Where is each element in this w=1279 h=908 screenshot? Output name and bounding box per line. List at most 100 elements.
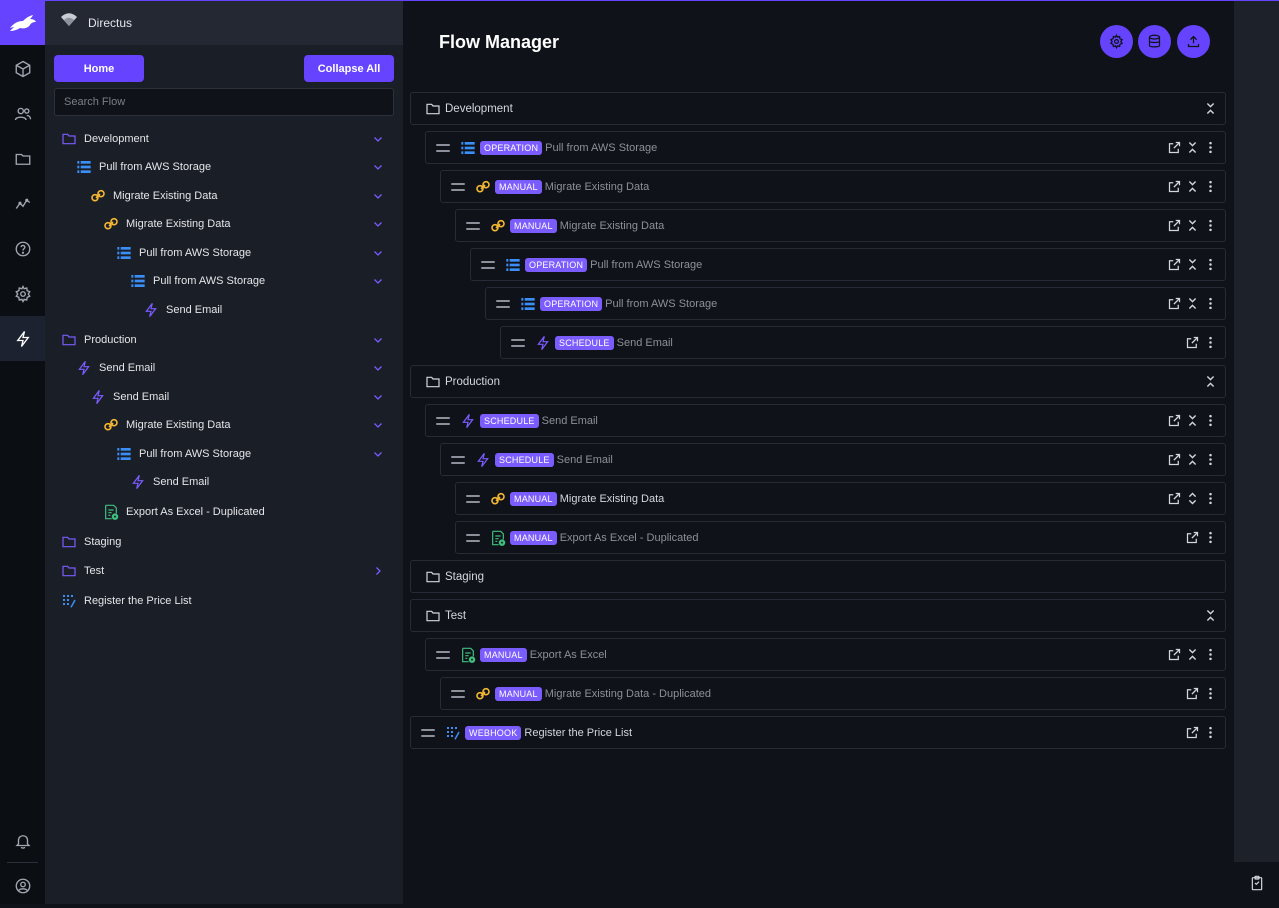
sidebar-item[interactable]: Pull from AWS Storage [130, 269, 265, 293]
chevron-down-icon[interactable] [371, 447, 385, 461]
more-vertical-icon[interactable] [1202, 451, 1218, 467]
project-header[interactable]: Directus [45, 0, 403, 45]
more-vertical-icon[interactable] [1202, 529, 1218, 545]
sidebar-item[interactable]: Migrate Existing Data [103, 212, 231, 236]
open-external-icon[interactable] [1166, 256, 1182, 272]
open-external-icon[interactable] [1166, 139, 1182, 155]
open-external-icon[interactable] [1166, 646, 1182, 662]
open-external-icon[interactable] [1166, 178, 1182, 194]
sidebar-item[interactable]: Register the Price List [61, 589, 192, 613]
collapse-icon[interactable] [1184, 256, 1200, 272]
chevron-down-icon[interactable] [371, 189, 385, 203]
sidebar-item[interactable]: Send Email [143, 298, 222, 322]
collapse-icon[interactable] [1184, 139, 1200, 155]
open-external-icon[interactable] [1166, 217, 1182, 233]
chevron-down-icon[interactable] [371, 390, 385, 404]
flow-row[interactable]: WEBHOOK Register the Price List [410, 716, 1226, 749]
more-vertical-icon[interactable] [1202, 685, 1218, 701]
sidebar-item[interactable]: Test [61, 559, 104, 583]
drag-handle-icon[interactable] [451, 455, 465, 464]
chevron-down-icon[interactable] [371, 217, 385, 231]
database-button[interactable] [1138, 25, 1171, 58]
collapse-icon[interactable] [1184, 412, 1200, 428]
cube-icon[interactable] [0, 46, 45, 91]
open-external-icon[interactable] [1184, 724, 1200, 740]
account-icon[interactable] [0, 863, 45, 908]
sidebar-item[interactable]: Staging [61, 530, 121, 554]
folder-row[interactable]: Production [410, 365, 1226, 398]
drag-handle-icon[interactable] [511, 338, 525, 347]
flow-row[interactable]: MANUAL Export As Excel - Duplicated [455, 521, 1226, 554]
collapse-icon[interactable] [1202, 373, 1218, 389]
insights-icon[interactable] [0, 181, 45, 226]
sidebar-item[interactable]: Pull from AWS Storage [116, 241, 251, 265]
flow-row[interactable]: MANUAL Migrate Existing Data - Duplicated [440, 677, 1226, 710]
drag-handle-icon[interactable] [436, 143, 450, 152]
folder-row[interactable]: Test [410, 599, 1226, 632]
flow-row[interactable]: OPERATION Pull from AWS Storage [425, 131, 1226, 164]
upload-button[interactable] [1177, 25, 1210, 58]
collapse-icon[interactable] [1202, 100, 1218, 116]
sidebar-item[interactable]: Send Email [130, 470, 209, 494]
folder-icon[interactable] [0, 136, 45, 181]
drag-handle-icon[interactable] [451, 689, 465, 698]
drag-handle-icon[interactable] [496, 299, 510, 308]
collapse-icon[interactable] [1184, 646, 1200, 662]
chevron-down-icon[interactable] [371, 274, 385, 288]
more-vertical-icon[interactable] [1202, 724, 1218, 740]
settings-icon[interactable] [0, 271, 45, 316]
sidebar-item[interactable]: Migrate Existing Data [103, 413, 231, 437]
open-external-icon[interactable] [1166, 295, 1182, 311]
drag-handle-icon[interactable] [421, 728, 435, 737]
chevron-right-icon[interactable] [371, 564, 385, 578]
collapse-icon[interactable] [1184, 178, 1200, 194]
more-vertical-icon[interactable] [1202, 412, 1218, 428]
sidebar-item[interactable]: Pull from AWS Storage [116, 442, 251, 466]
collapse-icon[interactable] [1184, 217, 1200, 233]
more-vertical-icon[interactable] [1202, 295, 1218, 311]
more-vertical-icon[interactable] [1202, 217, 1218, 233]
home-button[interactable]: Home [54, 55, 144, 82]
sidebar-item[interactable]: Send Email [76, 356, 155, 380]
sidebar-item[interactable]: Production [61, 328, 137, 352]
flows-icon[interactable] [0, 316, 45, 361]
chevron-down-icon[interactable] [371, 361, 385, 375]
expand-icon[interactable] [1184, 490, 1200, 506]
clipboard-icon[interactable] [1234, 862, 1279, 904]
more-vertical-icon[interactable] [1202, 646, 1218, 662]
users-icon[interactable] [0, 91, 45, 136]
folder-row[interactable]: Staging [410, 560, 1226, 593]
flow-row[interactable]: SCHEDULE Send Email [500, 326, 1226, 359]
sidebar-item[interactable]: Migrate Existing Data [90, 184, 218, 208]
flow-row[interactable]: SCHEDULE Send Email [440, 443, 1226, 476]
more-vertical-icon[interactable] [1202, 178, 1218, 194]
flow-row[interactable]: SCHEDULE Send Email [425, 404, 1226, 437]
sidebar-item[interactable]: Send Email [90, 385, 169, 409]
open-external-icon[interactable] [1166, 490, 1182, 506]
help-icon[interactable] [0, 226, 45, 271]
chevron-down-icon[interactable] [371, 418, 385, 432]
chevron-down-icon[interactable] [371, 132, 385, 146]
collapse-icon[interactable] [1184, 295, 1200, 311]
chevron-down-icon[interactable] [371, 160, 385, 174]
drag-handle-icon[interactable] [451, 182, 465, 191]
rabbit-logo-icon[interactable] [0, 0, 45, 45]
more-vertical-icon[interactable] [1202, 490, 1218, 506]
flow-row[interactable]: MANUAL Migrate Existing Data [455, 209, 1226, 242]
chevron-down-icon[interactable] [371, 246, 385, 260]
drag-handle-icon[interactable] [436, 416, 450, 425]
flow-row[interactable]: OPERATION Pull from AWS Storage [485, 287, 1226, 320]
more-vertical-icon[interactable] [1202, 139, 1218, 155]
drag-handle-icon[interactable] [436, 650, 450, 659]
open-external-icon[interactable] [1184, 685, 1200, 701]
sidebar-item[interactable]: Pull from AWS Storage [76, 155, 211, 179]
collapse-icon[interactable] [1184, 451, 1200, 467]
folder-row[interactable]: Development [410, 92, 1226, 125]
drag-handle-icon[interactable] [481, 260, 495, 269]
flow-row[interactable]: MANUAL Migrate Existing Data [455, 482, 1226, 515]
open-external-icon[interactable] [1166, 451, 1182, 467]
chevron-down-icon[interactable] [371, 333, 385, 347]
flow-row[interactable]: MANUAL Export As Excel [425, 638, 1226, 671]
drag-handle-icon[interactable] [466, 221, 480, 230]
sidebar-item[interactable]: Development [61, 127, 149, 151]
